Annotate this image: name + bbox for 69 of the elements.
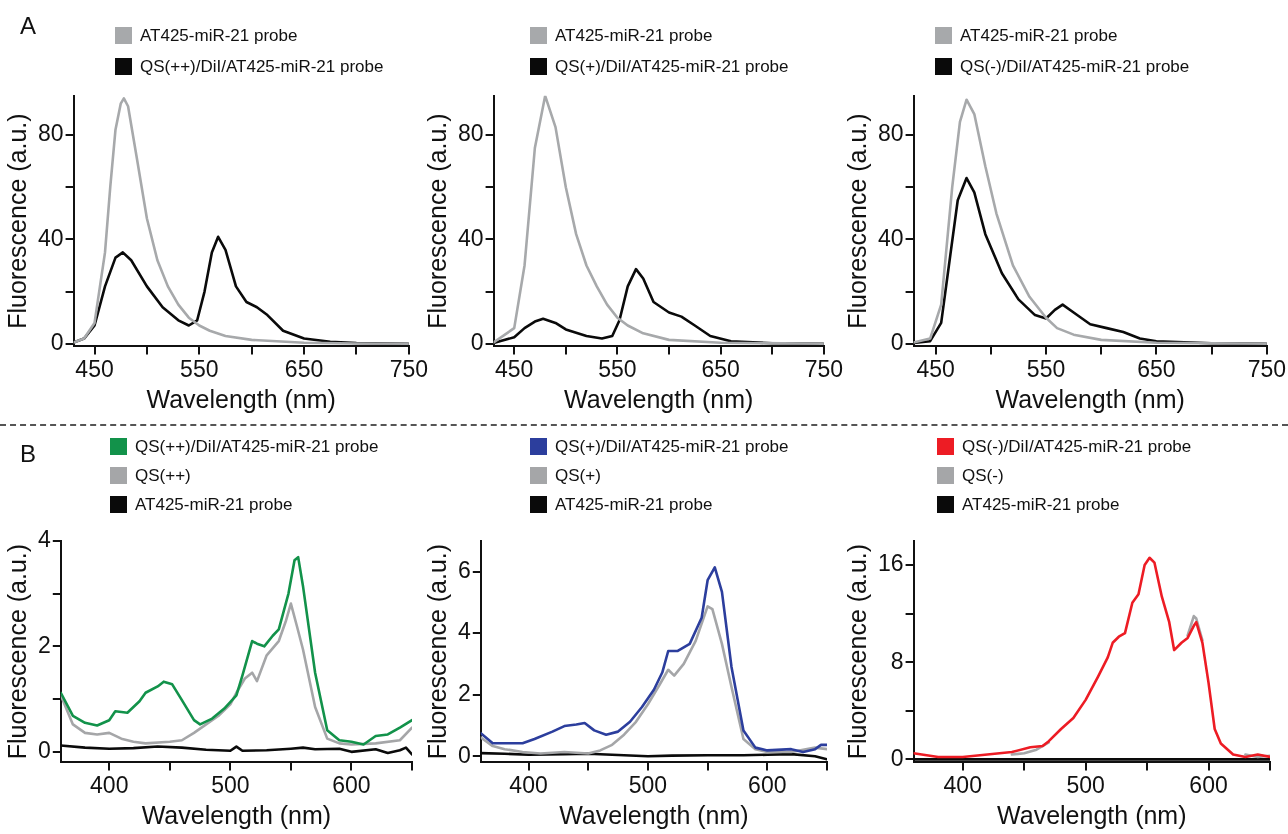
x-axis-title: Wavelength (nm) [995, 384, 1185, 413]
x-axis-title: Wavelength (nm) [146, 384, 336, 413]
y-tick-label: 80 [877, 120, 904, 147]
x-tick-label: 450 [916, 355, 955, 382]
x-tick-label: 400 [943, 771, 982, 798]
y-tick-label: 40 [37, 224, 64, 251]
y-tick-label: 0 [37, 737, 51, 764]
x-tick-label: 500 [211, 771, 250, 798]
y-tick-label: 4 [37, 526, 51, 553]
y-tick-label: 2 [37, 631, 51, 658]
x-tick-label: 500 [1066, 771, 1105, 798]
x-tick-label: 600 [748, 771, 787, 798]
legend-label: QS(++)/DiI/AT425-miR-21 probe [140, 56, 384, 77]
x-tick-label: 750 [1247, 355, 1286, 382]
x-tick-label: 500 [628, 771, 668, 798]
x-tick-label: 400 [509, 771, 548, 798]
y-tick-label: 80 [37, 120, 64, 147]
legend-label: AT425-miR-21 probe [555, 494, 713, 515]
legend-label: AT425-miR-21 probe [962, 494, 1120, 515]
y-tick-label: 6 [457, 556, 471, 583]
y-tick-label: 0 [457, 741, 471, 768]
x-tick-label: 600 [332, 771, 371, 798]
legend-label: QS(++) [135, 465, 191, 486]
legend-label: AT425-miR-21 probe [135, 494, 293, 515]
x-axis-title: Wavelength (nm) [563, 384, 754, 413]
x-axis-title: Wavelength (nm) [997, 800, 1187, 829]
x-axis-title: Wavelength (nm) [559, 800, 749, 829]
legend-label: QS(+)/DiI/AT425-miR-21 probe [555, 56, 789, 77]
legend-label: QS(++)/DiI/AT425-miR-21 probe [135, 436, 379, 457]
x-axis-title: Wavelength (nm) [141, 800, 332, 829]
y-tick-label: 0 [890, 329, 904, 356]
y-tick-label: 40 [457, 224, 484, 251]
legend-label: AT425-miR-21 probe [555, 25, 713, 46]
y-tick-label: 0 [890, 744, 904, 771]
x-tick-label: 750 [804, 355, 843, 382]
x-tick-label: 450 [495, 355, 534, 382]
text: A [20, 12, 37, 40]
y-axis-title: Fluorescence (a.u.) [422, 113, 451, 329]
legend-label: QS(+)/DiI/AT425-miR-21 probe [555, 436, 789, 457]
x-tick-label: 550 [598, 355, 637, 382]
y-tick-label: 0 [470, 329, 484, 356]
text: B [20, 440, 37, 468]
y-axis-title: Fluorescence (a.u.) [2, 543, 31, 760]
y-tick-label: 2 [457, 680, 471, 707]
legend-label: QS(+) [555, 465, 601, 486]
y-tick-label: 40 [877, 224, 904, 251]
x-tick-label: 600 [1189, 771, 1228, 798]
legend-label: AT425-miR-21 probe [140, 25, 298, 46]
legend-label: QS(-)/DiI/AT425-miR-21 probe [962, 436, 1192, 457]
y-tick-label: 4 [457, 618, 471, 645]
x-tick-label: 550 [1026, 355, 1066, 382]
y-tick-label: 0 [50, 329, 64, 356]
y-tick-label: 16 [877, 550, 904, 577]
y-axis-title: Fluorescence (a.u.) [842, 113, 871, 329]
y-axis-title: Fluorescence (a.u.) [842, 543, 871, 760]
x-tick-label: 650 [284, 355, 324, 382]
legend-label: QS(-) [962, 465, 1004, 486]
x-tick-label: 400 [90, 771, 129, 798]
y-tick-label: 80 [457, 120, 484, 147]
y-axis-title: Fluorescence (a.u.) [2, 113, 31, 329]
x-tick-label: 650 [1137, 355, 1176, 382]
y-axis-title: Fluorescence (a.u.) [422, 543, 451, 760]
x-tick-label: 650 [701, 355, 740, 382]
x-tick-label: 450 [75, 355, 114, 382]
legend-label: QS(-)/DiI/AT425-miR-21 probe [960, 56, 1190, 77]
x-tick-label: 750 [389, 355, 428, 382]
x-tick-label: 550 [180, 355, 219, 382]
legend-label: AT425-miR-21 probe [960, 25, 1118, 46]
y-tick-label: 8 [890, 647, 904, 674]
